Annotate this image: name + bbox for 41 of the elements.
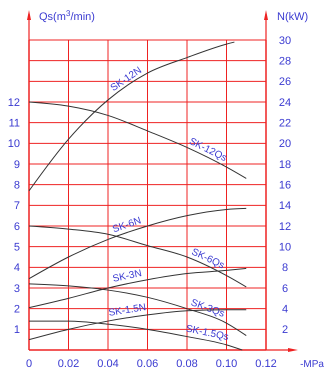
y2-tick-label: 18 <box>278 158 292 171</box>
y2-tick-label: 10 <box>278 242 292 254</box>
x-tick-label: 0.06 <box>136 358 158 370</box>
y-tick-label: 12 <box>8 96 20 109</box>
y2-tick-label: 26 <box>278 76 292 88</box>
y-tick-label: 8 <box>14 180 20 192</box>
y-tick-label: 11 <box>8 118 20 130</box>
y2-tick-label: 14 <box>278 200 292 212</box>
y-tick-label: 2 <box>14 304 20 316</box>
y2-tick-label: 22 <box>278 118 292 130</box>
y2-tick-label: 4 <box>282 304 288 316</box>
x-tick-label: 0.04 <box>97 358 119 370</box>
y-axis-title: Qs(m$^{3}$/min) <box>39 8 95 23</box>
text: SK-3N <box>112 268 143 285</box>
y2-tick-label: 24 <box>278 96 292 109</box>
x-tick-label: 0.12 <box>255 358 277 370</box>
x-tick-label: 0.02 <box>58 358 80 370</box>
y2-tick-label: 16 <box>278 180 292 192</box>
text: SK-6N <box>111 215 143 236</box>
y-tick-label: 7 <box>14 200 20 212</box>
text: SK-1.5N <box>108 302 147 319</box>
y-tick-label: 9 <box>14 158 20 171</box>
y2-tick-label: 30 <box>278 34 292 47</box>
y-tick-label: 4 <box>14 262 20 274</box>
y-tick-label: 1 <box>14 324 20 336</box>
text: SK-1.5Qs <box>184 323 230 344</box>
y-tick-label: 6 <box>14 220 20 233</box>
y-tick-label: 3 <box>14 282 20 295</box>
y2-axis-title: N(kW) <box>277 11 308 23</box>
y2-tick-label: 8 <box>282 262 288 274</box>
y2-tick-label: 28 <box>278 56 292 68</box>
y2-tick-label: 12 <box>278 220 292 233</box>
x-tick-label: 0.08 <box>176 358 198 370</box>
y2-tick-label: 2 <box>282 324 288 336</box>
y-tick-label: 5 <box>14 242 20 254</box>
x-tick-label: 0 <box>26 358 32 370</box>
x-tick-label: 0.10 <box>216 358 238 370</box>
y2-tick-label: 20 <box>278 138 292 150</box>
x-axis-title: -MPa <box>300 359 324 370</box>
y2-tick-label: 6 <box>282 282 288 295</box>
y-tick-label: 10 <box>8 138 20 150</box>
